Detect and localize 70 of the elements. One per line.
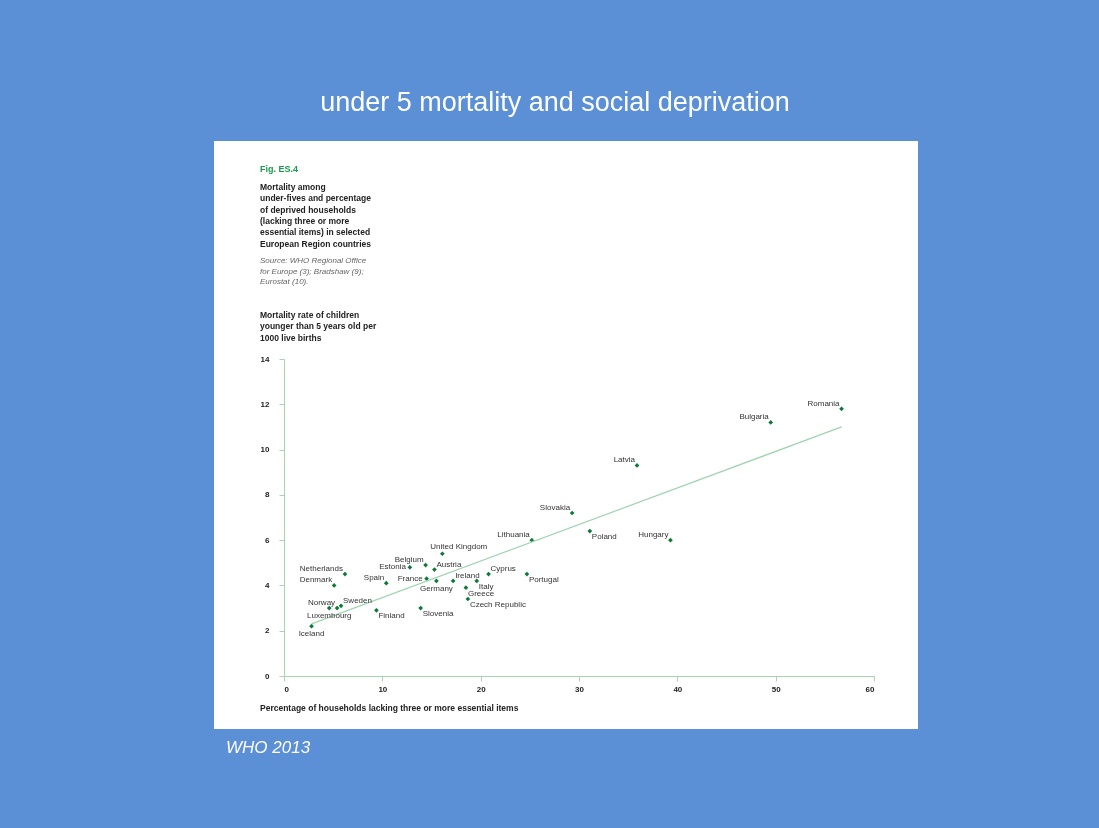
annotation: Belgium bbox=[394, 555, 424, 565]
chart-title: under 5 mortality and social deprivation bbox=[320, 87, 790, 117]
y-tick-label: 8 bbox=[265, 490, 271, 500]
annotation: Poland bbox=[591, 532, 617, 542]
annotation: Germany bbox=[419, 583, 453, 593]
point bbox=[309, 623, 314, 629]
y-tick-label: 12 bbox=[260, 399, 271, 409]
y-axis-title: Mortality rate of children younger than 5 years old per 1000 live births bbox=[260, 310, 377, 343]
point bbox=[374, 607, 379, 613]
point bbox=[331, 583, 337, 588]
point bbox=[434, 578, 439, 584]
x-tick-label: 60 bbox=[865, 684, 876, 694]
point bbox=[768, 420, 774, 425]
annotation: Lithuania bbox=[497, 530, 531, 540]
point bbox=[668, 537, 673, 543]
annotation: Estonia bbox=[379, 562, 407, 572]
annotation: Iceland bbox=[298, 629, 325, 639]
annotation: Romania bbox=[807, 398, 841, 408]
annotation: Austria bbox=[436, 559, 462, 569]
text: WHO 2013 bbox=[226, 738, 311, 757]
x-tick-label: 10 bbox=[378, 684, 388, 694]
point bbox=[450, 578, 456, 584]
point bbox=[587, 528, 593, 534]
annotation: Finland bbox=[378, 611, 405, 621]
point bbox=[439, 551, 445, 557]
annotation: Hungary bbox=[638, 530, 669, 540]
annotation: United Kingdom bbox=[430, 541, 488, 551]
chart-subtitle: Fig. ES.4 Mortality among under-fives and percentage of deprived households (lacking three or more essential items) in selected European Region countries bbox=[260, 164, 372, 249]
point bbox=[569, 510, 575, 516]
annotation: Ireland bbox=[455, 570, 480, 580]
annotation: France bbox=[397, 573, 424, 583]
x-tick-label: 50 bbox=[771, 684, 782, 694]
point bbox=[418, 605, 424, 611]
annotation: Slovakia bbox=[539, 502, 571, 512]
point bbox=[463, 585, 469, 591]
annotation: Norway bbox=[307, 598, 336, 608]
y-tick-label: 14 bbox=[260, 354, 271, 364]
annotation: Cyprus bbox=[490, 564, 516, 574]
annotation: Slovenia bbox=[422, 609, 454, 619]
point bbox=[524, 571, 530, 577]
point bbox=[424, 576, 429, 581]
y-tick-label: 6 bbox=[265, 535, 271, 545]
x-tick-label: 30 bbox=[575, 684, 585, 694]
annotation: Denmark bbox=[299, 575, 334, 585]
y-tick-label: 2 bbox=[265, 626, 271, 636]
x-tick-label: 0 bbox=[284, 684, 290, 694]
annotation: Sweden bbox=[343, 595, 372, 605]
point bbox=[342, 571, 348, 577]
x-tick-label: 20 bbox=[476, 684, 487, 694]
annotation: Spain bbox=[363, 573, 385, 583]
point bbox=[465, 596, 471, 602]
y-tick-label: 10 bbox=[260, 445, 271, 455]
annotation: Portugal bbox=[528, 575, 559, 585]
annotation: Latvia bbox=[613, 455, 636, 465]
point bbox=[338, 603, 344, 609]
point bbox=[839, 406, 844, 412]
point bbox=[407, 564, 413, 570]
point bbox=[334, 605, 340, 611]
source-note: Source: WHO Regional Office for Europe (3); Bradshaw (9); Eurostat (10). bbox=[260, 256, 367, 286]
x-tick-label: 40 bbox=[673, 684, 683, 694]
annotation: Netherlands bbox=[299, 564, 343, 574]
annotation: Bulgaria bbox=[739, 412, 770, 422]
annotation: Luxembourg bbox=[306, 611, 352, 621]
y-tick-label: 0 bbox=[265, 671, 271, 681]
y-tick-label: 4 bbox=[265, 580, 271, 590]
annotation: Czech Republic bbox=[469, 600, 526, 610]
point bbox=[432, 567, 437, 572]
point bbox=[474, 578, 480, 584]
x-axis-title: Percentage of households lacking three or more essential items bbox=[260, 703, 519, 713]
point bbox=[383, 580, 389, 586]
